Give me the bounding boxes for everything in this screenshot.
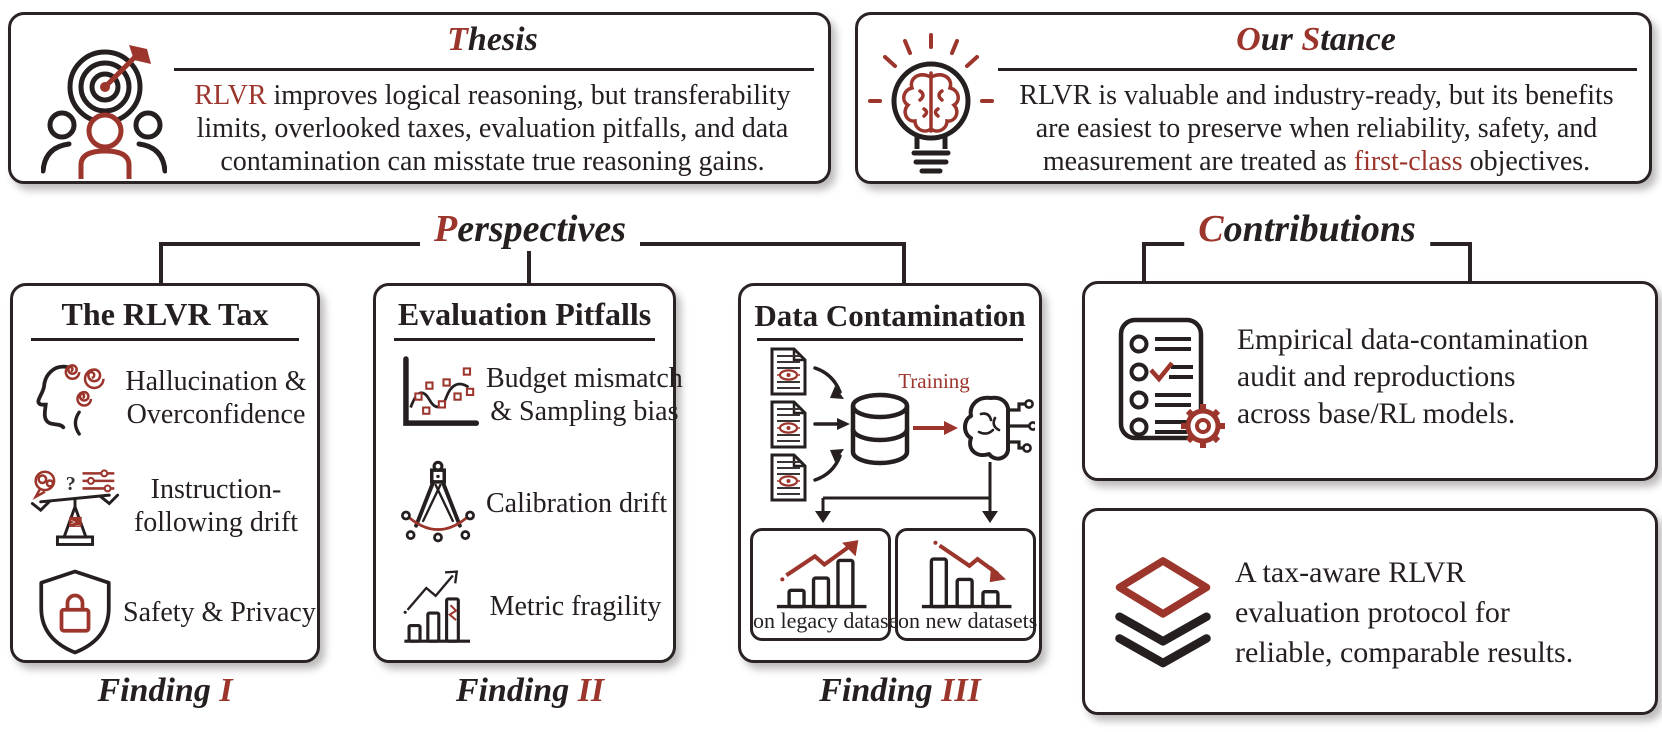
contribution-audit-text: Empirical data-contamination audit and r… <box>1237 324 1589 430</box>
evaluation-pitfalls-title: Evaluation Pitfalls <box>397 296 652 332</box>
brain-circuit-icon <box>963 395 1035 461</box>
tax-item-hallucination: Hallucination & Overconfidence <box>27 346 309 450</box>
contribution-audit-box: Empirical data-contamination audit and r… <box>1082 281 1658 481</box>
target-people-icon <box>41 45 167 179</box>
rlvr-tax-title-rule <box>31 338 299 341</box>
document-eye-icon <box>770 400 807 449</box>
pitfall-item-label: Calibration drift <box>486 487 668 519</box>
legacy-datasets-panel: on legacy datasets <box>750 528 914 641</box>
merge-arrows <box>813 366 842 482</box>
our-stance-box: Our Stance RLVR is valuable and industry… <box>855 12 1652 184</box>
checklist-gear-icon <box>1118 317 1225 448</box>
data-contamination-title-rule <box>757 338 1023 341</box>
gear-icon <box>1181 404 1225 448</box>
data-contamination-title: Data Contamination <box>754 298 1026 333</box>
scatter-plot-icon <box>403 356 480 426</box>
hallucination-icon <box>36 364 105 436</box>
contribution-protocol-box: A tax-aware RLVR evaluation protocol for… <box>1082 508 1658 715</box>
our-stance-title-rule <box>998 68 1637 71</box>
bars-up-icon <box>776 540 867 609</box>
svg-text:?: ? <box>66 473 76 495</box>
rlvr-tax-title: The RLVR Tax <box>61 296 269 332</box>
thesis-title: Thesis <box>447 21 538 58</box>
perspectives-bracket-center <box>527 245 531 284</box>
contributions-bracket-right <box>1468 242 1472 282</box>
safety-privacy-icon <box>39 569 111 655</box>
pitfall-item-calibration: Calibration drift <box>390 452 668 554</box>
contributions-bracket-left <box>1142 242 1146 282</box>
our-stance-title: Our Stance <box>1236 21 1396 58</box>
instruction-following-icon: ? >_ <box>30 469 120 546</box>
evaluation-pitfalls-box: Evaluation Pitfalls Budget mismatch & Sam… <box>373 283 683 663</box>
perspectives-bracket-left <box>159 242 163 284</box>
data-contamination-box: Data Contamination <box>738 283 1042 663</box>
tax-item-label: Safety & Privacy <box>123 596 316 628</box>
contribution-protocol-text: A tax-aware RLVR evaluation protocol for… <box>1235 556 1574 669</box>
training-label: Training <box>898 369 970 393</box>
pitfall-item-budget: Budget mismatch & Sampling bias <box>390 344 683 446</box>
finding-1-label: Finding I <box>97 672 233 709</box>
tax-item-safety: Safety & Privacy <box>27 566 316 658</box>
contributions-header: Contributions <box>1184 207 1430 251</box>
our-stance-body: RLVR is valuable and industry-ready, but… <box>1019 80 1614 177</box>
pitfall-item-label: Metric fragility <box>489 590 662 622</box>
contamination-diagram: Training <box>770 347 1035 523</box>
thesis-title-rule <box>174 68 814 71</box>
thesis-box: Thesis RLVR improves logical reasoning, … <box>8 12 831 184</box>
layers-icon <box>1115 557 1211 668</box>
new-datasets-caption: on new datasets <box>898 608 1038 633</box>
svg-text:>_: >_ <box>71 519 81 527</box>
compass-icon <box>401 460 475 543</box>
perspectives-bracket-right <box>902 242 906 284</box>
database-icon <box>850 392 910 466</box>
flow-connector <box>821 462 992 512</box>
lightbulb-brain-icon <box>868 33 994 174</box>
legacy-datasets-caption: on legacy datasets <box>753 608 914 633</box>
new-datasets-panel: on new datasets <box>895 528 1038 641</box>
finding-3-label: Finding III <box>819 672 981 709</box>
rlvr-tax-box: The RLVR Tax Hallucination & Overconfiden… <box>10 283 320 663</box>
document-eye-icon <box>770 453 807 502</box>
pitfall-item-metric: Metric fragility <box>390 558 665 654</box>
evaluation-pitfalls-title-rule <box>394 338 655 341</box>
thesis-body: RLVR improves logical reasoning, but tra… <box>194 80 791 177</box>
document-eye-icon <box>770 347 807 396</box>
fragile-metric-icon <box>403 570 471 643</box>
tax-item-label: Hallucination & Overconfidence <box>125 366 307 430</box>
pitfall-item-label: Budget mismatch & Sampling bias <box>486 363 683 427</box>
perspectives-header: Perspectives <box>419 207 641 251</box>
bars-down-icon <box>921 540 1012 609</box>
tax-item-label: Instruction-following drift <box>133 474 299 538</box>
tax-item-instruction: ? >_ Instruction-following dri <box>27 454 309 558</box>
finding-2-label: Finding II <box>455 672 605 709</box>
